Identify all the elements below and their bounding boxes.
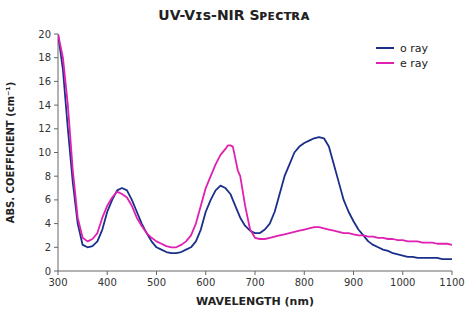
y-tick bbox=[54, 81, 58, 82]
legend-label: e ray bbox=[400, 57, 429, 70]
legend: o ray e ray bbox=[376, 42, 429, 70]
y-tick bbox=[54, 34, 58, 35]
x-tick bbox=[255, 271, 256, 275]
x-tick-label: 400 bbox=[98, 277, 117, 288]
y-tick-label: 2 bbox=[45, 242, 51, 253]
x-axis-label: WAVELENGTH (nm) bbox=[196, 295, 314, 308]
ticks: 300 400 500 600 700 800 900 1000 1100 0 2 4 6 8 10 12 14… bbox=[38, 29, 464, 289]
y-tick-label: 16 bbox=[38, 76, 51, 87]
x-tick bbox=[452, 271, 453, 275]
y-tick-label: 18 bbox=[38, 52, 51, 63]
x-tick-label: 500 bbox=[147, 277, 166, 288]
series-line bbox=[58, 34, 452, 247]
y-tick-label: 0 bbox=[45, 266, 51, 277]
plot-area bbox=[58, 34, 452, 259]
y-tick-label: 20 bbox=[38, 29, 51, 40]
y-tick bbox=[54, 223, 58, 224]
y-tick bbox=[54, 152, 58, 153]
x-tick-label: 900 bbox=[344, 277, 363, 288]
x-tick-label: 600 bbox=[196, 277, 215, 288]
y-tick-label: 6 bbox=[45, 194, 51, 205]
x-tick-label: 1100 bbox=[439, 277, 464, 288]
x-tick-label: 300 bbox=[48, 277, 67, 288]
y-axis bbox=[58, 34, 59, 271]
y-axis-label: ABS. COEFFICIENT (cm⁻¹) bbox=[5, 82, 16, 224]
x-tick-label: 1000 bbox=[390, 277, 415, 288]
y-tick bbox=[54, 176, 58, 177]
y-tick-label: 10 bbox=[38, 147, 51, 158]
y-tick bbox=[54, 57, 58, 58]
chart: UV-Vɪs-NIR Sᴘᴇᴄᴛʀᴀ 300 400 500 600 700 800 900 1… bbox=[0, 0, 468, 313]
x-tick bbox=[58, 271, 59, 275]
y-tick bbox=[54, 271, 58, 272]
x-tick bbox=[107, 271, 108, 275]
title: UV-Vɪs-NIR Sᴘᴇᴄᴛʀᴀ bbox=[158, 7, 309, 23]
x-tick bbox=[156, 271, 157, 275]
x-axis bbox=[58, 271, 452, 272]
y-tick bbox=[54, 128, 58, 129]
x-tick bbox=[353, 271, 354, 275]
y-tick-label: 8 bbox=[45, 171, 51, 182]
y-tick-label: 14 bbox=[38, 100, 51, 111]
y-tick-label: 12 bbox=[38, 123, 51, 134]
x-tick bbox=[304, 271, 305, 275]
legend-swatch bbox=[376, 62, 394, 64]
y-tick bbox=[54, 247, 58, 248]
x-tick bbox=[205, 271, 206, 275]
x-tick-label: 700 bbox=[245, 277, 264, 288]
series-line bbox=[58, 34, 452, 259]
y-tick bbox=[54, 105, 58, 106]
legend-label: o ray bbox=[400, 42, 428, 55]
legend-swatch bbox=[376, 47, 394, 49]
y-tick bbox=[54, 199, 58, 200]
x-tick-label: 800 bbox=[295, 277, 314, 288]
y-tick-label: 4 bbox=[45, 218, 51, 229]
x-tick bbox=[402, 271, 403, 275]
